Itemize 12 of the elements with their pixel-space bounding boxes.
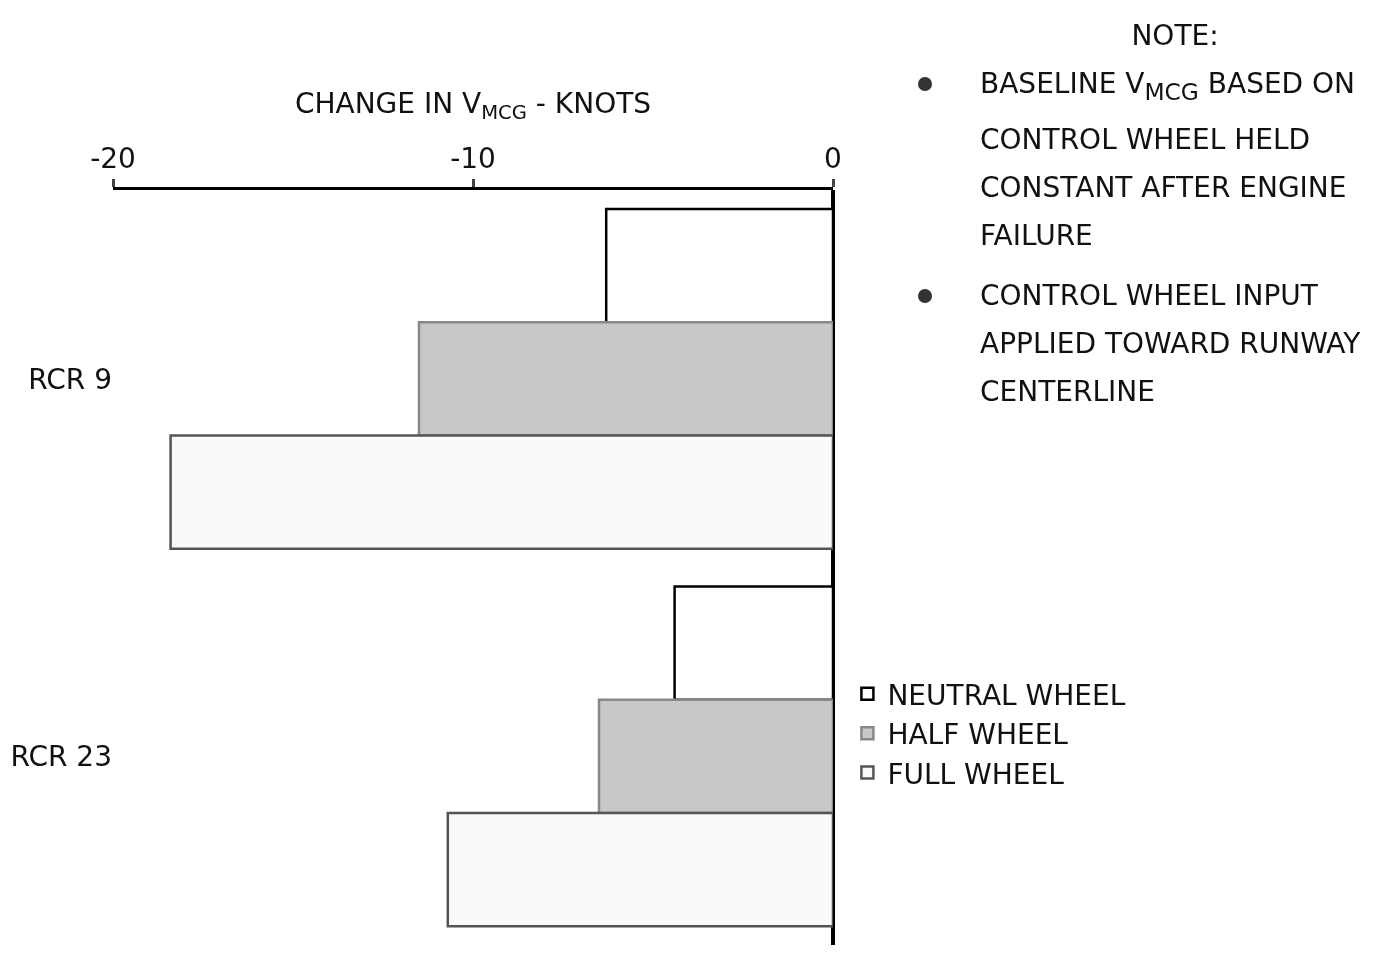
text: CONTROL WHEEL INPUT APPLIED TOWARD RUNWAY CENTERLINE: [980, 277, 1362, 410]
x-tick-label: -20: [90, 141, 136, 175]
y-tick-label: RCR 23: [10, 740, 112, 774]
legend-label: NEUTRAL WHEEL: [887, 678, 1126, 712]
legend-label: FULL WHEEL: [887, 757, 1065, 791]
text: NOTE:: [1130, 18, 1220, 54]
x-axis-title: CHANGE IN V$_{MCG}$ - KNOTS: [294, 87, 652, 125]
text: BASELINE V$_{MCG}$ BASED ON CONTROL WHEEL HELD CONSTANT AFTER ENGINE FAILURE: [980, 66, 1357, 254]
x-tick-label: -10: [450, 141, 496, 175]
x-tick-label: 0: [824, 141, 842, 175]
y-tick-label: RCR 9: [28, 362, 112, 396]
legend-label: HALF WHEEL: [887, 718, 1069, 752]
